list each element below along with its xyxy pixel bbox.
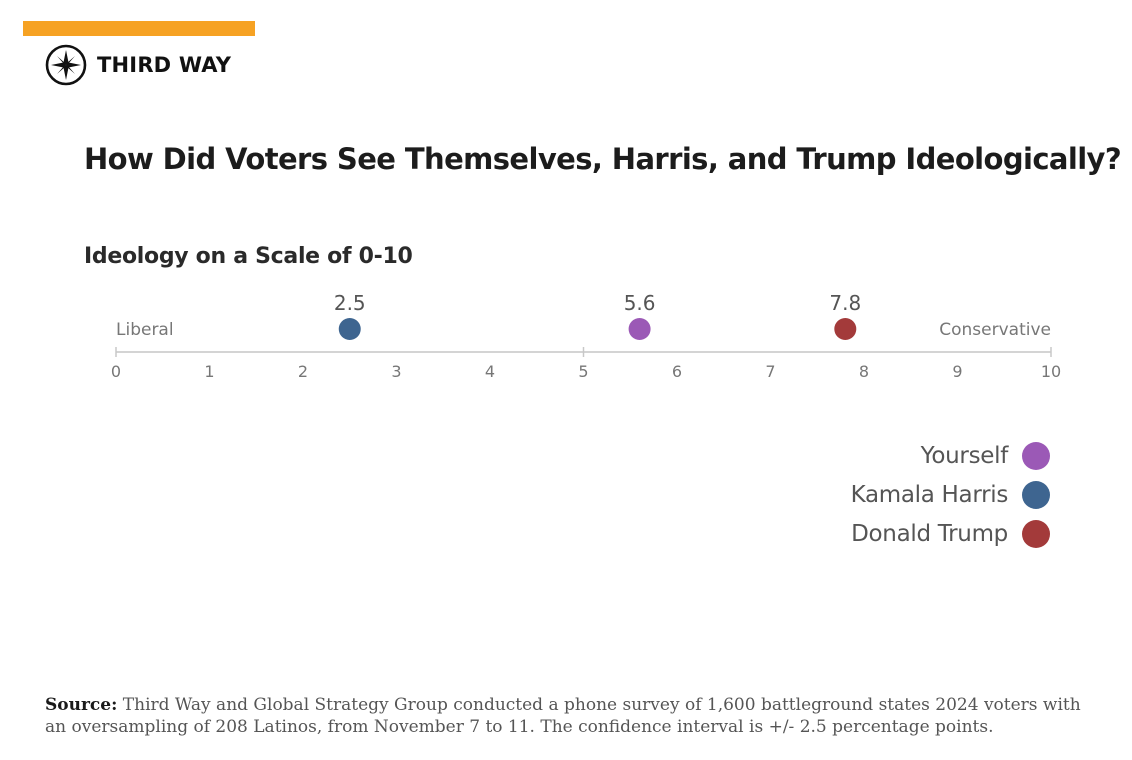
- data-label-donald-trump: 7.8: [829, 291, 861, 315]
- x-tick-label: 7: [765, 362, 775, 381]
- x-tick-label: 4: [485, 362, 495, 381]
- legend-label: Kamala Harris: [850, 481, 1009, 508]
- liberal-label: Liberal: [116, 320, 174, 340]
- legend-item: Kamala Harris: [851, 475, 1050, 514]
- legend-swatch: [1022, 480, 1050, 509]
- brand-accent-bar: [23, 21, 255, 36]
- legend-item: Donald Trump: [851, 514, 1050, 553]
- x-tick-label: 6: [672, 362, 682, 381]
- x-tick-label: 2: [298, 362, 308, 381]
- point-donald-trump: [834, 318, 857, 340]
- x-tick-label: 5: [578, 362, 588, 381]
- x-tick-label: 1: [204, 362, 214, 381]
- legend-swatch: [1022, 519, 1050, 548]
- legend-label: Donald Trump: [851, 520, 1008, 547]
- x-tick-label: 8: [859, 362, 869, 381]
- x-tick-label: 9: [952, 362, 962, 381]
- conservative-label: Conservative: [939, 320, 1051, 340]
- source-text: Third Way and Global Strategy Group cond…: [45, 695, 1081, 737]
- ideology-scale-chart: 0 1 2 3 4 5 6 7 8 9 10 Liberal Conservative 2.5 5.6 7.8: [111, 291, 1061, 381]
- compass-star-icon: [45, 44, 87, 86]
- legend: Yourself Kamala Harris Donald Trump: [851, 436, 1050, 553]
- x-tick-label: 0: [111, 362, 121, 381]
- x-tick-label: 3: [391, 362, 401, 381]
- chart-title: How Did Voters See Themselves, Harris, a…: [84, 142, 1122, 176]
- data-label-kamala-harris: 2.5: [334, 291, 366, 315]
- brand-name: THIRD WAY: [97, 53, 232, 77]
- data-label-yourself: 5.6: [624, 291, 656, 315]
- chart-subtitle: Ideology on a Scale of 0-10: [84, 244, 413, 269]
- source-label: Source:: [45, 695, 118, 715]
- brand-logo: THIRD WAY: [45, 44, 231, 86]
- legend-label: Yourself: [920, 442, 1009, 469]
- legend-swatch: [1022, 441, 1050, 470]
- legend-item: Yourself: [921, 436, 1050, 475]
- point-kamala-harris: [338, 318, 361, 340]
- x-tick-label: 10: [1041, 362, 1061, 381]
- source-note: Source: Third Way and Global Strategy Gr…: [45, 694, 1105, 738]
- point-yourself: [628, 318, 651, 340]
